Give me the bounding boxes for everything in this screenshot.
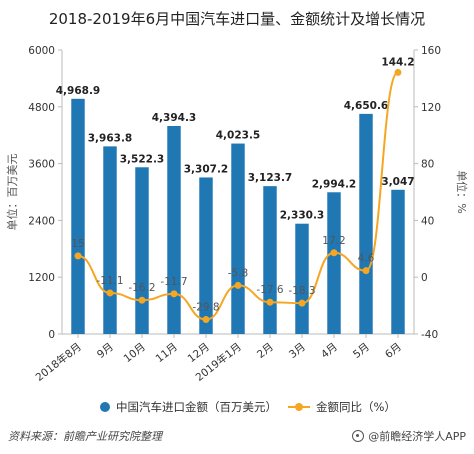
bar xyxy=(359,113,373,334)
bar xyxy=(263,186,277,334)
bar-value-label: 4,023.5 xyxy=(216,130,261,142)
yoy-point xyxy=(138,296,146,304)
x-tick-label: 11月 xyxy=(154,341,180,365)
yoy-value-label: -5.8 xyxy=(228,267,249,279)
x-tick-label: 2月 xyxy=(255,341,276,361)
legend-label-yoy: 金额同比（%） xyxy=(316,400,396,414)
legend-bar-swatch xyxy=(100,402,110,412)
yoy-value-label: -17.6 xyxy=(256,284,283,296)
y2-tick-label: 40 xyxy=(421,215,434,227)
x-tick-label: 5月 xyxy=(351,341,372,361)
y-tick-label: 1200 xyxy=(28,272,55,284)
y-tick-label: 6000 xyxy=(28,45,55,57)
bar-value-label: 3,123.7 xyxy=(248,172,293,184)
x-tick-label: 9月 xyxy=(95,341,116,361)
bar xyxy=(167,126,181,334)
legend-label-amount: 中国汽车进口金额（百万美元） xyxy=(116,400,277,414)
yoy-point xyxy=(202,316,210,324)
chart-canvas: 0 1200 2400 3600 4800 6000 -40 0 40 80 120 160 单位：百万… xyxy=(5,45,469,384)
yoy-value-label: 15 xyxy=(71,238,84,250)
bar xyxy=(103,146,117,334)
bar xyxy=(231,143,245,334)
y2-tick-label: -40 xyxy=(421,329,438,341)
y-axis-title: 单位：百万美元 xyxy=(5,154,19,231)
yoy-value-label: 4.6 xyxy=(358,253,375,265)
y2-axis-title: 单位：% xyxy=(455,170,469,213)
brand: @前瞻经济学人APP xyxy=(352,428,466,444)
y-tick-label: 2400 xyxy=(28,215,55,227)
legend-item-yoy: 金额同比（%） xyxy=(288,399,396,415)
bar-value-label: 3,307.2 xyxy=(184,163,229,175)
yoy-value-label: -29.8 xyxy=(192,302,219,314)
bar-value-label: 2,994.2 xyxy=(312,178,357,190)
bar xyxy=(295,223,309,334)
bar-value-label: 3,047 xyxy=(381,176,414,188)
y-tick-label: 3600 xyxy=(28,159,55,171)
y2-tick-label: 160 xyxy=(421,45,441,57)
bar-value-label: 4,650.6 xyxy=(344,100,389,112)
yoy-value-label: 144.2 xyxy=(381,56,414,68)
yoy-value-label: 17.2 xyxy=(322,235,345,247)
bar-value-label: 3,963.8 xyxy=(88,132,133,144)
yoy-point xyxy=(362,267,370,275)
bar xyxy=(327,192,341,334)
bar-value-label: 2,330.3 xyxy=(280,210,325,222)
bar xyxy=(199,177,213,334)
x-tick-label: 10月 xyxy=(122,341,148,365)
y-tick-label: 4800 xyxy=(28,102,55,114)
yoy-value-label: -18.3 xyxy=(288,285,315,297)
source-note: 资料来源：前瞻产业研究院整理 xyxy=(8,430,162,443)
bar xyxy=(135,167,149,334)
yoy-point xyxy=(170,290,178,298)
yoy-value-label: -16.2 xyxy=(128,282,155,294)
bar-value-label: 4,968.9 xyxy=(56,85,101,97)
yoy-point xyxy=(330,249,338,257)
bar xyxy=(391,189,405,334)
brand-logo-icon xyxy=(352,430,365,442)
legend-item-amount: 中国汽车进口金额（百万美元） xyxy=(100,399,277,415)
chart-title: 2018-2019年6月中国汽车进口量、金额统计及增长情况 xyxy=(48,10,426,28)
x-tick-label: 6月 xyxy=(383,341,404,361)
yoy-value-label: -11.1 xyxy=(96,275,123,287)
x-tick-label: 12月 xyxy=(186,341,212,365)
yoy-point xyxy=(298,299,306,307)
legend-line-swatch xyxy=(288,402,310,412)
bar-value-label: 3,522.3 xyxy=(120,153,165,165)
bar-value-label: 4,394.3 xyxy=(152,112,197,124)
y2-tick-label: 120 xyxy=(421,102,441,114)
brand-label: @前瞻经济学人APP xyxy=(368,430,466,443)
yoy-value-label: -11.7 xyxy=(160,276,187,288)
x-tick-label: 3月 xyxy=(287,341,308,361)
yoy-point xyxy=(234,281,242,289)
yoy-point xyxy=(266,298,274,306)
yoy-point xyxy=(106,289,114,297)
yoy-point xyxy=(74,252,82,260)
legend: 中国汽车进口金额（百万美元） 金额同比（%） xyxy=(0,396,474,418)
y-tick-label: 0 xyxy=(48,329,55,341)
bar xyxy=(71,98,85,335)
x-tick-label: 4月 xyxy=(319,341,340,361)
y2-tick-label: 80 xyxy=(421,159,434,171)
yoy-point xyxy=(394,68,402,76)
x-tick-label: 2018年8月 xyxy=(33,340,84,384)
y2-tick-label: 0 xyxy=(421,272,428,284)
